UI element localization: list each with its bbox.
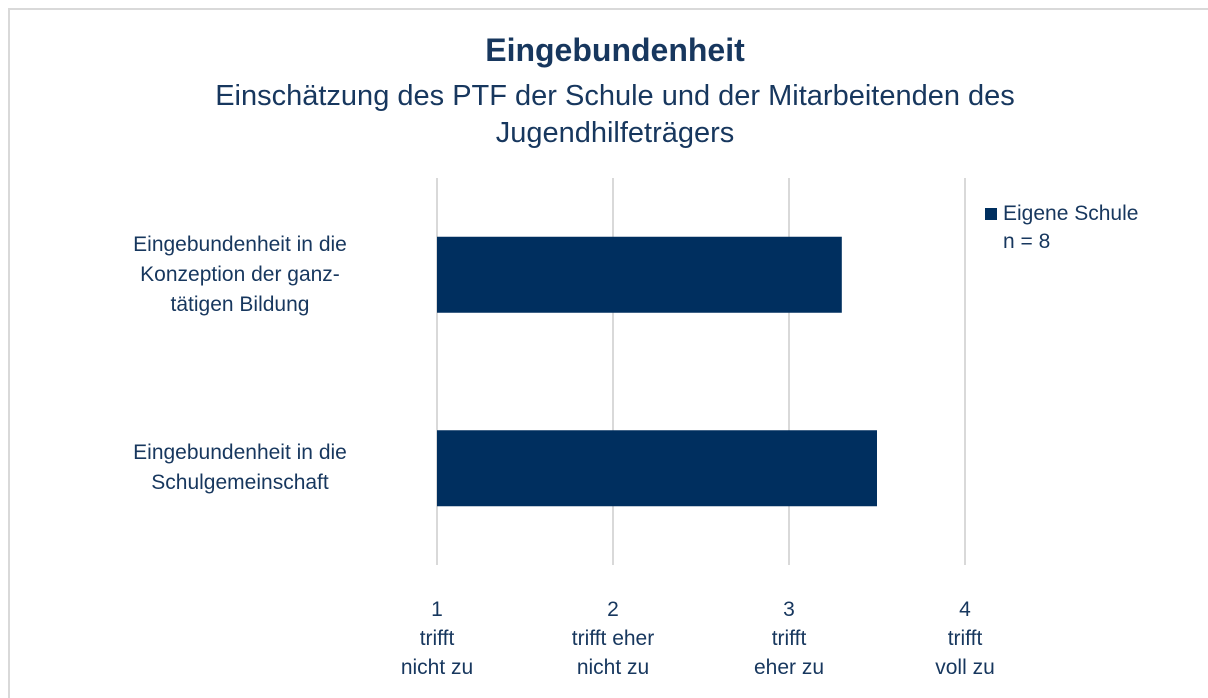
y-tick-label: Eingebundenheit in die Schulgemeinschaft xyxy=(133,441,347,495)
legend-swatch xyxy=(985,208,997,220)
legend-label: Eigene Schule n = 8 xyxy=(1003,202,1139,253)
bar xyxy=(437,236,842,313)
x-tick-label: 2 trifft eher nicht zu xyxy=(571,598,655,679)
chart-frame xyxy=(8,8,1208,698)
y-tick-label: Eingebundenheit in die Konzeption der ga… xyxy=(133,232,347,316)
x-tick-label: 3 trifft eher zu xyxy=(753,598,825,679)
bar xyxy=(437,430,877,507)
chart-title: Eingebundenheit xyxy=(485,32,745,68)
x-tick-label: 4 trifft voll zu xyxy=(935,598,995,679)
x-tick-label: 1 trifft nicht zu xyxy=(400,598,474,679)
chart-subtitle: Einschätzung des PTF der Schule und der … xyxy=(215,80,1015,149)
